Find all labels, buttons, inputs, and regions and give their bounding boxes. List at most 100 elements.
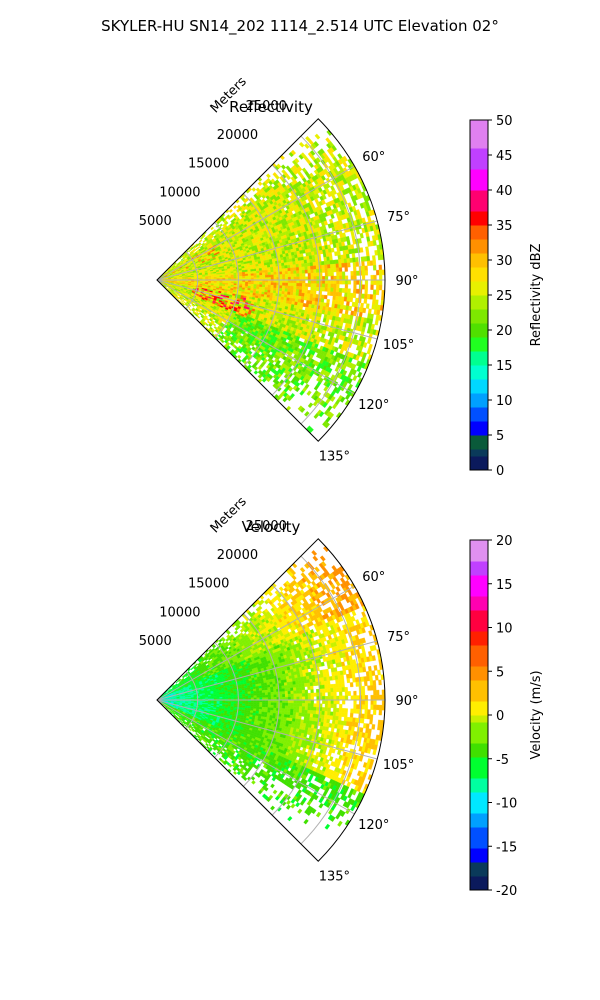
field-cell xyxy=(293,273,297,278)
field-cell xyxy=(256,270,260,274)
field-cell xyxy=(281,285,286,289)
field-cell xyxy=(335,287,340,293)
field-cell xyxy=(313,269,317,274)
colorbar-segment xyxy=(470,309,488,317)
field-cell xyxy=(278,265,283,270)
field-cell xyxy=(289,294,294,299)
field-cell xyxy=(304,293,308,298)
field-cell xyxy=(301,286,306,291)
field-cell xyxy=(336,275,340,281)
field-cell xyxy=(188,307,192,312)
field-cell xyxy=(205,317,210,322)
field-cell xyxy=(244,271,249,275)
field-cell xyxy=(272,266,277,270)
field-cell xyxy=(287,270,291,275)
field-cell xyxy=(222,276,226,279)
field-cell xyxy=(313,286,317,291)
field-cell xyxy=(218,223,223,228)
field-cell xyxy=(289,261,294,266)
field-cell xyxy=(327,287,331,292)
field-cell xyxy=(284,265,288,269)
field-cell xyxy=(355,288,360,294)
field-cell xyxy=(333,275,337,281)
colorbar-segment xyxy=(470,351,488,359)
field-cell xyxy=(332,263,337,269)
field-cell xyxy=(301,266,306,271)
field-cell xyxy=(250,273,254,276)
field-cell xyxy=(316,279,320,284)
field-cell xyxy=(304,262,308,267)
field-cell xyxy=(310,269,314,274)
panel-title: Reflectivity xyxy=(229,98,313,116)
field-cell xyxy=(228,281,232,284)
colorbar-segment xyxy=(470,323,488,331)
field-cell xyxy=(297,257,302,262)
field-cell xyxy=(267,274,272,278)
field-cell xyxy=(347,288,351,294)
field-cell xyxy=(361,270,366,276)
field-cell xyxy=(245,275,249,279)
field-cell xyxy=(342,275,346,281)
field-cell xyxy=(242,275,246,279)
field-cell xyxy=(364,289,368,295)
colorbar-segment xyxy=(470,260,488,268)
colorbar-tick-label: 50 xyxy=(496,114,513,129)
colorbar-segment xyxy=(470,421,488,429)
field-cell xyxy=(376,309,381,316)
field-cell xyxy=(232,204,238,210)
field-cell xyxy=(301,292,305,297)
field-cell xyxy=(262,272,266,276)
field-cell xyxy=(233,281,237,284)
colorbar-tick-label: 20 xyxy=(496,324,513,339)
range-tick-label: 20000 xyxy=(217,128,258,143)
field-cell xyxy=(309,293,314,298)
field-cell xyxy=(346,301,350,307)
field-cell xyxy=(253,284,257,287)
field-cell xyxy=(365,231,370,238)
field-cell xyxy=(250,271,254,274)
field-cell xyxy=(293,270,297,275)
field-cell xyxy=(307,272,312,277)
colorbar-segment xyxy=(470,148,488,156)
field-cell xyxy=(344,267,348,272)
colorbar-segment xyxy=(470,302,488,310)
field-cell xyxy=(257,378,263,384)
field-cell xyxy=(304,266,308,271)
field-cell xyxy=(346,258,351,264)
field-cell xyxy=(333,287,337,293)
field-cell xyxy=(352,200,358,207)
field-cell xyxy=(247,275,252,279)
range-tick-label: 10000 xyxy=(159,185,200,200)
field-cell xyxy=(261,286,266,290)
field-cell xyxy=(354,302,359,308)
field-cell xyxy=(287,273,292,278)
field-cell xyxy=(256,272,260,276)
field-cell xyxy=(310,279,314,284)
field-cell xyxy=(279,282,283,286)
field-cell xyxy=(372,294,377,300)
field-cell xyxy=(327,244,332,250)
colorbar-segment xyxy=(470,330,488,338)
field-cell xyxy=(304,283,309,287)
field-cell xyxy=(300,259,305,264)
field-cell xyxy=(272,290,277,294)
field-cell xyxy=(316,268,320,273)
field-cell xyxy=(322,276,326,281)
field-cell xyxy=(253,270,257,274)
colorbar-segment xyxy=(470,267,488,275)
field-cell xyxy=(332,291,337,297)
field-cell xyxy=(312,258,316,263)
field-cell xyxy=(357,371,363,378)
field-cell xyxy=(373,279,377,286)
field-cell xyxy=(270,269,274,273)
field-cell xyxy=(347,262,351,268)
panel-reflectivity: Reflectivity500010000150002000025000Mete… xyxy=(139,74,544,479)
field-cell xyxy=(270,274,274,278)
field-cell xyxy=(362,307,367,314)
field-cell xyxy=(323,241,328,246)
field-cell xyxy=(299,286,303,290)
field-cell xyxy=(353,270,357,276)
field-cell xyxy=(273,271,277,275)
field-cell xyxy=(338,263,342,268)
field-cell xyxy=(305,276,309,281)
